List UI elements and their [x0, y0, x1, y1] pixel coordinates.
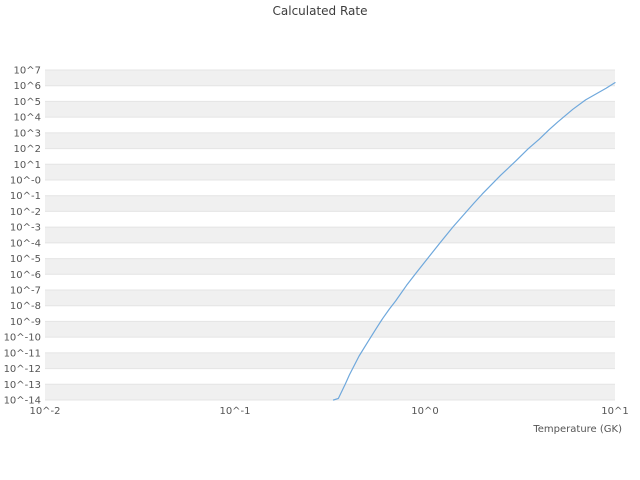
grid-band — [45, 368, 615, 385]
y-tick-label: 10^-10 — [4, 333, 41, 344]
grid-band — [45, 305, 615, 322]
y-tick-label: 10^-4 — [10, 238, 41, 249]
grid-band — [45, 164, 615, 180]
series-line-calculated-rate — [332, 81, 616, 401]
grid-band — [45, 321, 615, 338]
x-tick-label: 10^-1 — [219, 406, 250, 417]
grid-band — [45, 227, 615, 243]
grid-band — [45, 258, 615, 275]
y-tick-label: 10^4 — [14, 113, 41, 124]
x-axis-title: Temperature (GK) — [533, 424, 622, 435]
x-tick-label: 10^-2 — [29, 406, 60, 417]
grid-band — [45, 242, 615, 259]
y-tick-label: 10^-0 — [10, 176, 41, 187]
grid-band — [45, 70, 615, 86]
x-tick-label: 10^1 — [601, 406, 628, 417]
y-tick-label: 10^-3 — [10, 223, 41, 234]
y-tick-label: 10^-1 — [10, 191, 41, 202]
y-tick-label: 10^1 — [14, 160, 41, 171]
grid-band — [45, 352, 615, 369]
grid-band — [45, 274, 615, 290]
grid-band — [45, 117, 615, 133]
y-tick-label: 10^-14 — [4, 396, 41, 407]
y-tick-label: 10^-12 — [4, 364, 41, 375]
y-tick-label: 10^-2 — [10, 207, 41, 218]
y-tick-label: 10^-7 — [10, 286, 41, 297]
y-tick-label: 10^-8 — [10, 301, 41, 312]
grid-band — [45, 211, 615, 228]
y-tick-label: 10^-6 — [10, 270, 41, 281]
y-tick-label: 10^-9 — [10, 317, 41, 328]
y-tick-label: 10^5 — [14, 97, 41, 108]
grid-band — [45, 148, 615, 165]
x-tick-label: 10^0 — [411, 406, 438, 417]
grid-band — [45, 180, 615, 196]
grid-band — [45, 85, 615, 102]
y-tick-label: 10^-5 — [10, 254, 41, 265]
grid-band — [45, 101, 615, 118]
y-tick-label: 10^6 — [14, 81, 41, 92]
y-tick-label: 10^3 — [14, 128, 41, 139]
y-tick-label: 10^-11 — [4, 348, 41, 359]
grid-band — [45, 132, 615, 149]
y-tick-label: 10^-13 — [4, 380, 41, 391]
grid-band — [45, 384, 615, 400]
grid-band — [45, 195, 615, 212]
grid-band — [45, 290, 615, 306]
grid-band — [45, 337, 615, 353]
y-tick-label: 10^2 — [14, 144, 41, 155]
y-tick-label: 10^7 — [14, 66, 41, 77]
chart-title: Calculated Rate — [272, 4, 368, 18]
